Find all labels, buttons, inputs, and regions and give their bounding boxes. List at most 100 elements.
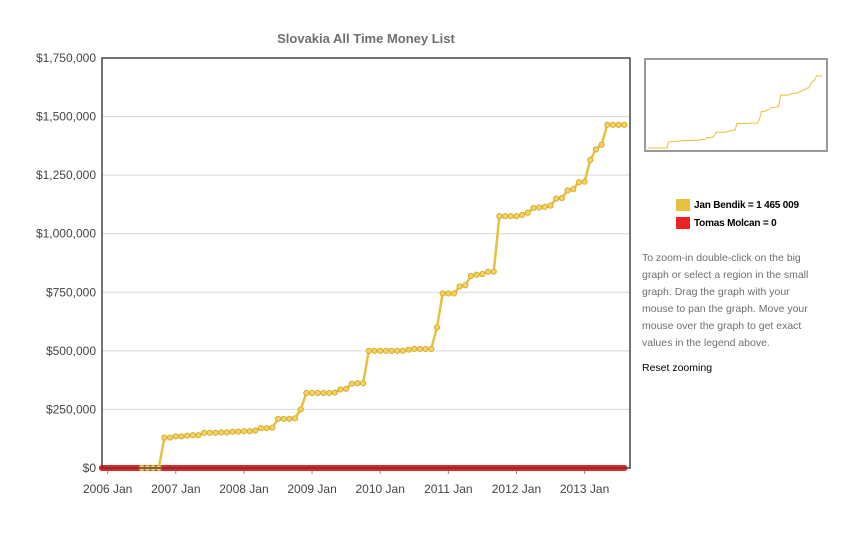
data-point-jan-bendik[interactable] xyxy=(303,389,310,397)
data-point-jan-bendik[interactable] xyxy=(467,272,475,279)
data-point-jan-bendik[interactable] xyxy=(240,428,248,435)
y-tick-label: $1,500,000 xyxy=(36,110,96,124)
data-point-jan-bendik[interactable] xyxy=(348,380,355,387)
data-point-jan-bendik[interactable] xyxy=(218,429,225,436)
data-point-jan-bendik[interactable] xyxy=(206,429,213,436)
data-point-jan-bendik[interactable] xyxy=(609,121,617,128)
data-point-jan-bendik[interactable] xyxy=(252,427,259,434)
data-point-jan-bendik[interactable] xyxy=(212,429,219,436)
data-point-jan-bendik[interactable] xyxy=(462,282,469,289)
data-point-jan-bendik[interactable] xyxy=(524,209,531,216)
data-point-jan-bendik[interactable] xyxy=(422,345,429,353)
data-point-jan-bendik[interactable] xyxy=(308,389,316,397)
data-point-jan-bendik[interactable] xyxy=(553,195,560,202)
x-tick-label: 2011 Jan xyxy=(424,482,473,496)
data-point-jan-bendik[interactable] xyxy=(201,429,208,436)
reset-zoom-link[interactable]: Reset zooming xyxy=(642,362,713,374)
x-tick-label: 2009 Jan xyxy=(287,482,336,496)
data-point-jan-bendik[interactable] xyxy=(621,121,628,128)
data-point-jan-bendik[interactable] xyxy=(269,424,276,431)
data-point-jan-bendik[interactable] xyxy=(343,385,350,392)
data-point-jan-bendik[interactable] xyxy=(536,204,543,211)
data-point-jan-bendik[interactable] xyxy=(399,347,407,354)
data-point-jan-bendik[interactable] xyxy=(479,270,486,278)
data-point-jan-bendik[interactable] xyxy=(564,187,571,194)
data-point-jan-bendik[interactable] xyxy=(501,213,509,220)
y-tick-label: $1,750,000 xyxy=(36,51,96,65)
data-point-jan-bendik[interactable] xyxy=(161,434,168,441)
data-point-jan-bendik[interactable] xyxy=(325,389,333,397)
data-point-jan-bendik[interactable] xyxy=(297,406,304,413)
data-point-jan-bendik[interactable] xyxy=(314,389,321,397)
data-point-jan-bendik[interactable] xyxy=(581,178,588,185)
data-point-jan-bendik[interactable] xyxy=(575,179,583,186)
data-point-jan-bendik[interactable] xyxy=(246,428,253,435)
data-point-jan-bendik[interactable] xyxy=(257,425,265,432)
data-point-jan-bendik[interactable] xyxy=(490,268,497,275)
data-point-jan-bendik[interactable] xyxy=(496,213,503,220)
legend: Jan Bendik = 1 465 009 Tomas Molcan = 0 xyxy=(676,197,799,233)
data-point-jan-bendik[interactable] xyxy=(411,345,418,353)
data-point-jan-bendik[interactable] xyxy=(377,347,384,354)
data-point-jan-bendik[interactable] xyxy=(229,428,236,435)
data-point-jan-bendik[interactable] xyxy=(439,290,446,297)
legend-swatch-tomas-molcan xyxy=(676,217,690,229)
data-point-jan-bendik[interactable] xyxy=(331,389,338,396)
data-point-jan-bendik[interactable] xyxy=(547,202,554,209)
data-point-jan-bendik[interactable] xyxy=(558,195,565,202)
data-point-jan-bendik[interactable] xyxy=(320,389,327,397)
y-tick-label: $250,000 xyxy=(46,402,96,416)
data-point-jan-bendik[interactable] xyxy=(615,121,622,128)
help-text: To zoom-in double-click on the big graph… xyxy=(642,252,809,349)
data-point-jan-bendik[interactable] xyxy=(195,432,202,439)
data-point-jan-bendik[interactable] xyxy=(291,415,299,422)
data-point-jan-bendik[interactable] xyxy=(337,386,344,393)
legend-item-tomas-molcan: Tomas Molcan = 0 xyxy=(676,215,799,231)
data-point-jan-bendik[interactable] xyxy=(484,268,492,275)
data-point-jan-bendik[interactable] xyxy=(456,283,463,290)
data-point-jan-bendik[interactable] xyxy=(178,433,185,440)
data-point-jan-bendik[interactable] xyxy=(360,380,367,387)
data-point-jan-bendik[interactable] xyxy=(280,415,287,422)
data-point-jan-bendik[interactable] xyxy=(445,290,452,297)
chart-title: Slovakia All Time Money List xyxy=(277,31,455,46)
data-point-jan-bendik[interactable] xyxy=(530,204,537,212)
data-point-jan-bendik[interactable] xyxy=(223,429,231,436)
data-point-jan-bendik[interactable] xyxy=(189,432,196,439)
data-point-jan-bendik[interactable] xyxy=(598,141,605,148)
overview-chart[interactable] xyxy=(646,60,826,150)
data-point-jan-bendik[interactable] xyxy=(365,347,372,354)
data-point-jan-bendik[interactable] xyxy=(592,146,600,153)
data-point-jan-bendik[interactable] xyxy=(428,345,435,353)
data-point-jan-bendik[interactable] xyxy=(541,203,548,210)
x-tick-label: 2008 Jan xyxy=(219,482,268,496)
data-point-jan-bendik[interactable] xyxy=(274,415,282,422)
data-point-jan-bendik[interactable] xyxy=(570,186,577,193)
data-point-jan-bendik[interactable] xyxy=(388,347,395,354)
data-point-jan-bendik[interactable] xyxy=(433,324,441,331)
data-point-jan-bendik[interactable] xyxy=(587,156,594,164)
data-point-jan-bendik[interactable] xyxy=(450,290,458,297)
data-point-jan-bendik[interactable] xyxy=(507,213,514,220)
data-point-jan-bendik[interactable] xyxy=(382,347,389,354)
data-point-jan-bendik[interactable] xyxy=(172,433,179,440)
data-point-jan-bendik[interactable] xyxy=(263,425,270,432)
data-point-jan-bendik[interactable] xyxy=(394,347,401,354)
data-point-jan-bendik[interactable] xyxy=(184,432,191,439)
data-point-jan-bendik[interactable] xyxy=(371,347,378,354)
plot-area[interactable] xyxy=(102,58,630,468)
data-point-jan-bendik[interactable] xyxy=(405,346,412,353)
data-point-jan-bendik[interactable] xyxy=(513,213,520,220)
data-point-jan-bendik[interactable] xyxy=(473,271,480,278)
data-point-jan-bendik[interactable] xyxy=(354,380,361,387)
data-point-jan-bendik[interactable] xyxy=(519,211,526,219)
data-point-jan-bendik[interactable] xyxy=(167,434,174,441)
overview-series-jan-bendik xyxy=(648,75,823,149)
data-point-jan-bendik[interactable] xyxy=(235,428,242,435)
data-point-jan-bendik[interactable] xyxy=(286,415,293,422)
data-point-jan-bendik[interactable] xyxy=(604,121,611,128)
data-point-jan-bendik[interactable] xyxy=(416,345,424,353)
range-selector[interactable] xyxy=(644,58,828,152)
legend-label-jan-bendik: Jan Bendik = 1 465 009 xyxy=(694,199,799,211)
main-chart[interactable]: $0 $250,000 $500,000 $750,000 $1,000,000 $1,2… xyxy=(0,0,640,544)
